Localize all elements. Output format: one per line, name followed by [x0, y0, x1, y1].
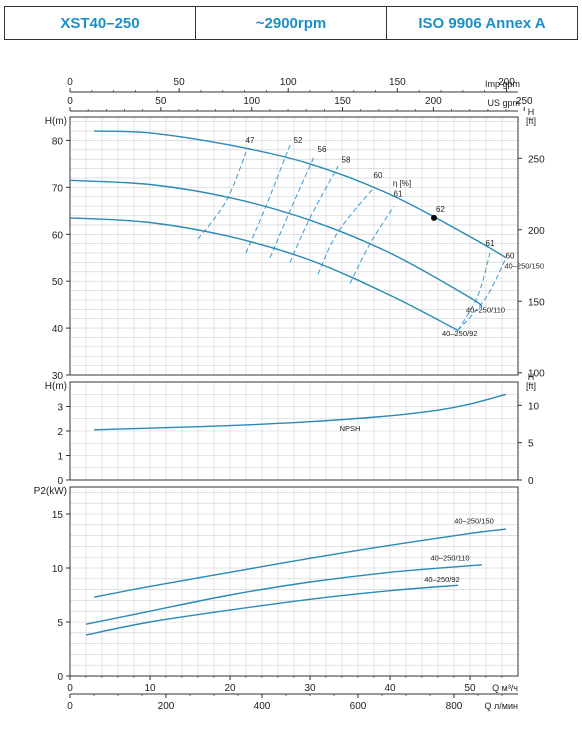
y-tick-label: 5	[57, 618, 63, 629]
y-axis-label: H(m)	[45, 116, 67, 127]
lmin-tick-label: 600	[350, 701, 367, 712]
y-tick-label: 70	[52, 183, 64, 194]
x-tick-label: 40	[384, 683, 396, 694]
y-tick-label: 80	[52, 136, 64, 147]
y-tick-label: 0	[57, 672, 63, 683]
y-right-axis-label: H	[528, 107, 535, 117]
imp-gpm-tick-label: 150	[389, 77, 406, 88]
y-right-tick-label: 200	[528, 226, 545, 237]
power-curve-label: 40–250/92	[424, 575, 459, 584]
npsh-curve	[93, 393, 507, 431]
imp-gpm-axis-label: Imp gpm	[485, 79, 520, 89]
head-curve	[69, 217, 459, 332]
efficiency-curve	[269, 156, 315, 258]
us-gpm-tick-label: 50	[155, 96, 167, 107]
efficiency-label: 58	[342, 156, 351, 165]
efficiency-label: 47	[246, 136, 255, 145]
efficiency-label: 60	[506, 252, 515, 261]
us-gpm-tick-label: 200	[425, 96, 442, 107]
x-axis-label: Q м³/ч	[492, 683, 518, 693]
y-tick-label: 1	[57, 452, 63, 463]
y-tick-label: 30	[52, 371, 64, 382]
head-curve-label: 40–250/92	[442, 329, 477, 338]
y-right-axis-label: H	[528, 372, 535, 382]
lmin-tick-label: 400	[254, 701, 271, 712]
x-tick-label: 20	[224, 683, 236, 694]
efficiency-curve	[317, 187, 375, 275]
efficiency-label: 61	[394, 190, 403, 199]
efficiency-label: 56	[318, 145, 327, 154]
y-tick-label: 60	[52, 230, 64, 241]
head-curve	[93, 130, 507, 259]
model-name: XST40–250	[5, 7, 196, 39]
efficiency-curve	[457, 252, 491, 331]
power-curve	[85, 584, 459, 636]
power-curve-label: 40–250/150	[454, 517, 494, 526]
head-curve-label: 40–250/110	[466, 306, 505, 315]
efficiency-curve	[289, 166, 339, 263]
y-axis-label: P2(kW)	[34, 486, 67, 497]
efficiency-label: 62	[436, 205, 445, 214]
efficiency-curve	[457, 257, 507, 331]
us-gpm-axis-label: US gpm	[487, 98, 520, 108]
x-tick-label: 10	[144, 683, 156, 694]
x-tick-label: 30	[304, 683, 316, 694]
y-tick-label: 10	[52, 564, 64, 575]
efficiency-curve	[245, 144, 291, 254]
us-gpm-tick-label: 0	[67, 96, 73, 107]
y-right-axis-label: [ft]	[526, 381, 536, 391]
y-right-axis-label: [ft]	[526, 116, 536, 126]
y-right-tick-label: 150	[528, 297, 545, 308]
head-curve-label: 40–250/150	[504, 262, 544, 271]
imp-gpm-tick-label: 100	[280, 77, 297, 88]
efficiency-axis-label: η [%]	[393, 179, 411, 188]
lmin-tick-label: 0	[67, 701, 73, 712]
plot-frame	[69, 116, 519, 376]
y-tick-label: 50	[52, 277, 64, 288]
us-gpm-tick-label: 100	[243, 96, 260, 107]
power-curve-label: 40–250/110	[430, 553, 469, 562]
x-tick-label: 0	[67, 683, 73, 694]
best-efficiency-point	[431, 214, 437, 221]
y-right-tick-label: 0	[528, 476, 534, 487]
y-right-tick-label: 10	[528, 401, 540, 412]
efficiency-label: 60	[374, 171, 383, 180]
header-table: XST40–250 ~2900rpm ISO 9906 Annex A	[4, 6, 578, 40]
lmin-tick-label: 200	[158, 701, 175, 712]
y-tick-label: 3	[57, 403, 63, 414]
y-tick-label: 0	[57, 476, 63, 487]
y-right-tick-label: 5	[528, 439, 534, 450]
y-tick-label: 2	[57, 427, 63, 438]
power-curve	[85, 564, 483, 625]
lmin-tick-label: 800	[446, 701, 463, 712]
speed-label: ~2900rpm	[196, 7, 387, 39]
us-gpm-tick-label: 250	[516, 96, 533, 107]
head-curve	[69, 179, 483, 308]
efficiency-label: 61	[486, 239, 495, 248]
npsh-label: NPSH	[340, 424, 361, 433]
efficiency-label: 52	[294, 136, 303, 145]
imp-gpm-tick-label: 200	[498, 77, 515, 88]
standard-label: ISO 9906 Annex A	[418, 14, 546, 32]
imp-gpm-tick-label: 50	[174, 77, 186, 88]
y-right-tick-label: 100	[528, 369, 545, 380]
y-axis-label: H(m)	[45, 381, 67, 392]
lmin-axis-label: Q л/мин	[485, 701, 518, 711]
y-tick-label: 40	[52, 324, 64, 335]
us-gpm-tick-label: 150	[334, 96, 351, 107]
power-curve	[93, 528, 507, 598]
imp-gpm-tick-label: 0	[67, 77, 73, 88]
x-tick-label: 50	[464, 683, 476, 694]
y-right-tick-label: 250	[528, 154, 545, 165]
y-tick-label: 15	[52, 510, 64, 521]
